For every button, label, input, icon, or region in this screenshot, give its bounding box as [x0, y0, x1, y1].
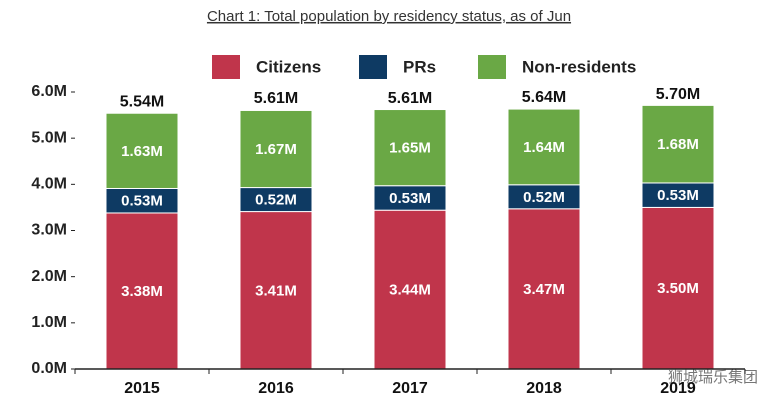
x-tick-label: 2016 [258, 380, 294, 397]
total-label: 5.70M [656, 86, 700, 103]
value-label: 1.63M [121, 143, 163, 160]
x-tick-label: 2017 [392, 380, 428, 397]
y-tick-label: 2.0M [31, 268, 67, 285]
y-tick-label: 1.0M [31, 314, 67, 331]
value-label: 1.67M [255, 141, 297, 158]
value-label: 0.53M [121, 193, 163, 210]
bar-segment [507, 208, 581, 370]
value-label: 0.53M [389, 190, 431, 207]
chart-title: Chart 1: Total population by residency s… [207, 8, 571, 25]
y-tick-label: 5.0M [31, 129, 67, 146]
watermark: 狮城瑞乐集团 [668, 369, 758, 386]
bar-segment [507, 184, 581, 210]
total-label: 5.64M [522, 89, 566, 106]
bar-segment [641, 182, 715, 208]
legend-label: Citizens [256, 57, 321, 76]
y-tick-label: 6.0M [31, 83, 67, 100]
y-tick-label: 0.0M [31, 360, 67, 377]
bar-segment [239, 187, 313, 213]
legend-label: PRs [403, 57, 436, 76]
bar-segment [239, 211, 313, 370]
x-tick-label: 2015 [124, 380, 160, 397]
bar-segment [373, 185, 447, 211]
value-label: 3.44M [389, 282, 431, 299]
value-label: 3.41M [255, 282, 297, 299]
bar-segment [641, 104, 715, 184]
total-label: 5.54M [120, 93, 164, 110]
legend-label: Non-residents [522, 57, 636, 76]
bar-segment [105, 112, 179, 189]
bar-segment [239, 109, 313, 189]
value-label: 0.52M [523, 189, 565, 206]
legend-swatch [212, 55, 240, 79]
y-tick-label: 3.0M [31, 222, 67, 239]
bar-segment [105, 187, 179, 214]
value-label: 3.47M [523, 281, 565, 298]
legend-swatch [359, 55, 387, 79]
value-label: 1.68M [657, 136, 699, 153]
bar-segment [641, 206, 715, 370]
total-label: 5.61M [254, 90, 298, 107]
value-label: 0.52M [255, 192, 297, 209]
value-label: 3.38M [121, 283, 163, 300]
x-tick-label: 2018 [526, 380, 562, 397]
y-tick-label: 4.0M [31, 176, 67, 193]
value-label: 1.65M [389, 140, 431, 157]
value-label: 3.50M [657, 280, 699, 297]
bar-segment [373, 109, 447, 187]
total-label: 5.61M [388, 90, 432, 107]
value-label: 0.53M [657, 187, 699, 204]
legend-swatch [478, 55, 506, 79]
bar-segment [507, 108, 581, 186]
value-label: 1.64M [523, 139, 565, 156]
x-tick-label: 2019 [660, 380, 696, 397]
